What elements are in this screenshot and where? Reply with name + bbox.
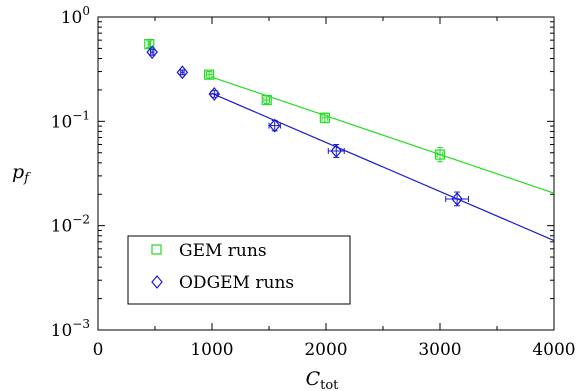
- legend-marker-gem: [151, 244, 162, 255]
- data-point: [144, 38, 155, 50]
- x-tick-label: 4000: [532, 340, 575, 360]
- data-point: [319, 112, 330, 123]
- x-tick-label: 2000: [304, 340, 347, 360]
- legend: GEM runs ODGEM runs: [127, 235, 351, 305]
- fit-line: [211, 92, 555, 242]
- series-odgem: [146, 45, 555, 242]
- data-point: [434, 149, 446, 160]
- legend-label-odgem: ODGEM runs: [179, 273, 294, 293]
- x-tick-label: 3000: [418, 340, 461, 360]
- data-point: [330, 144, 343, 158]
- x-axis-label: Ctot: [306, 368, 340, 391]
- data-point: [261, 94, 272, 106]
- x-tick-label: 1000: [190, 340, 233, 360]
- y-tick-label: 10−1: [51, 108, 90, 132]
- x-tick-label: 0: [93, 340, 104, 360]
- data-point: [176, 65, 189, 80]
- legend-box: [127, 235, 351, 305]
- series-layer: [144, 38, 555, 242]
- data-point: [146, 45, 158, 60]
- fit-line: [211, 76, 555, 194]
- y-axis-label: pf: [12, 161, 31, 186]
- y-tick-label: 10−3: [51, 317, 90, 341]
- y-tick-label: 100: [61, 4, 90, 28]
- y-axis-label-sub: f: [23, 171, 31, 186]
- x-axis-label-sub: tot: [320, 378, 339, 391]
- data-point: [204, 69, 215, 80]
- data-point: [451, 192, 463, 206]
- data-point: [268, 118, 281, 133]
- series-gem: [144, 38, 555, 194]
- legend-marker-odgem: [151, 275, 163, 289]
- axis-ticks: 0 1000 2000 3000 4000 100 10−1 10−2 10−3: [51, 4, 576, 360]
- legend-label-gem: GEM runs: [179, 241, 267, 261]
- data-point: [208, 87, 221, 101]
- y-tick-label: 10−2: [51, 213, 90, 237]
